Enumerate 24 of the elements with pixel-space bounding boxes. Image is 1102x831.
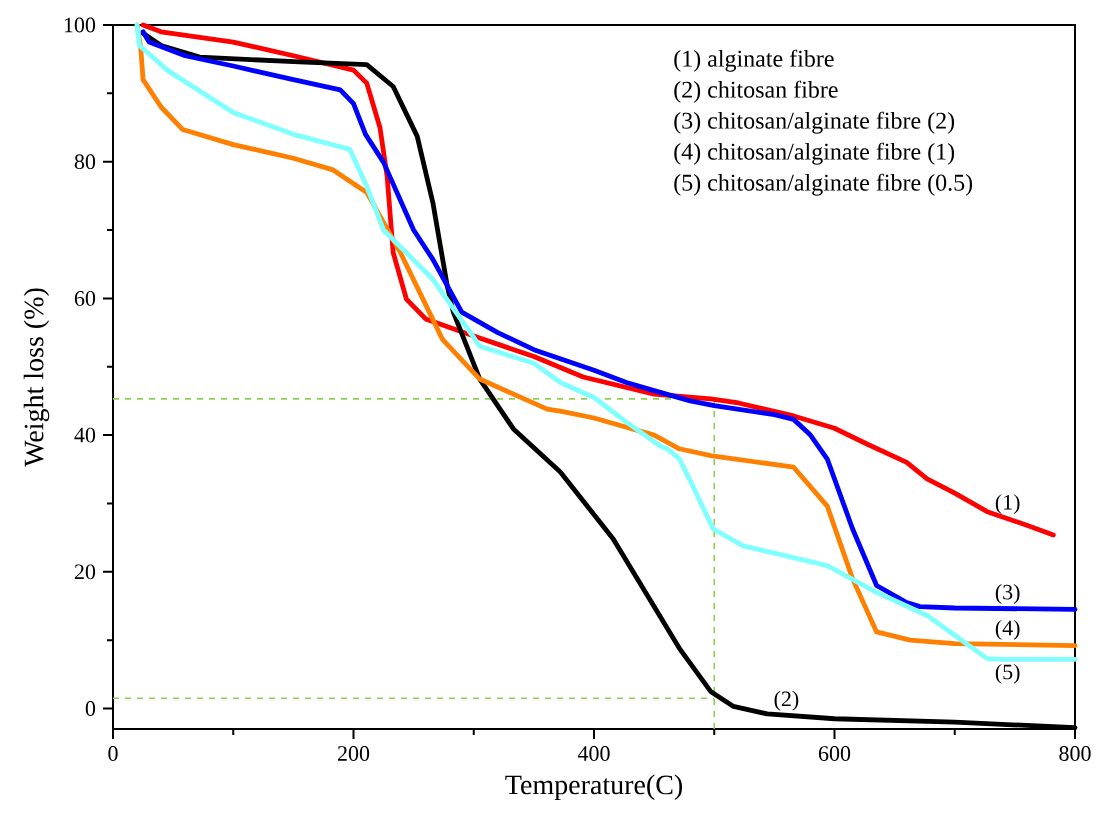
annotation: (1) alginate fibre <box>674 49 834 72</box>
x-tick-label: 600 <box>818 746 851 761</box>
series-label: (3) <box>995 584 1020 605</box>
annotation: (2) chitosan fibre <box>674 80 838 103</box>
x-tick-label: 400 <box>577 746 610 761</box>
series-label: (5) <box>995 663 1020 684</box>
annotation: (4) chitosan/alginate fibre (1) <box>674 142 955 165</box>
y-tick-label: 60 <box>74 290 96 306</box>
y-tick-label: 20 <box>74 564 96 580</box>
y-tick-label: 40 <box>74 427 96 443</box>
annotation: (5) chitosan/alginate fibre (0.5) <box>674 173 973 196</box>
x-axis-title: Temperature(C) <box>505 774 683 801</box>
x-tick-label: 200 <box>337 746 370 761</box>
y-tick-label: 100 <box>64 17 96 33</box>
series-label: (1) <box>995 494 1020 515</box>
y-axis-title: Weight loss (%) <box>23 288 50 467</box>
series-label: (2) <box>774 690 799 711</box>
x-tick-label: 0 <box>108 746 118 761</box>
line-series <box>140 22 1056 538</box>
x-tick-label: 800 <box>1059 746 1091 761</box>
y-tick-label: 80 <box>74 154 96 170</box>
annotation: (3) chitosan/alginate fibre (2) <box>674 111 955 134</box>
y-tick-label: 0 <box>85 701 96 716</box>
series-label: (4) <box>995 619 1020 640</box>
